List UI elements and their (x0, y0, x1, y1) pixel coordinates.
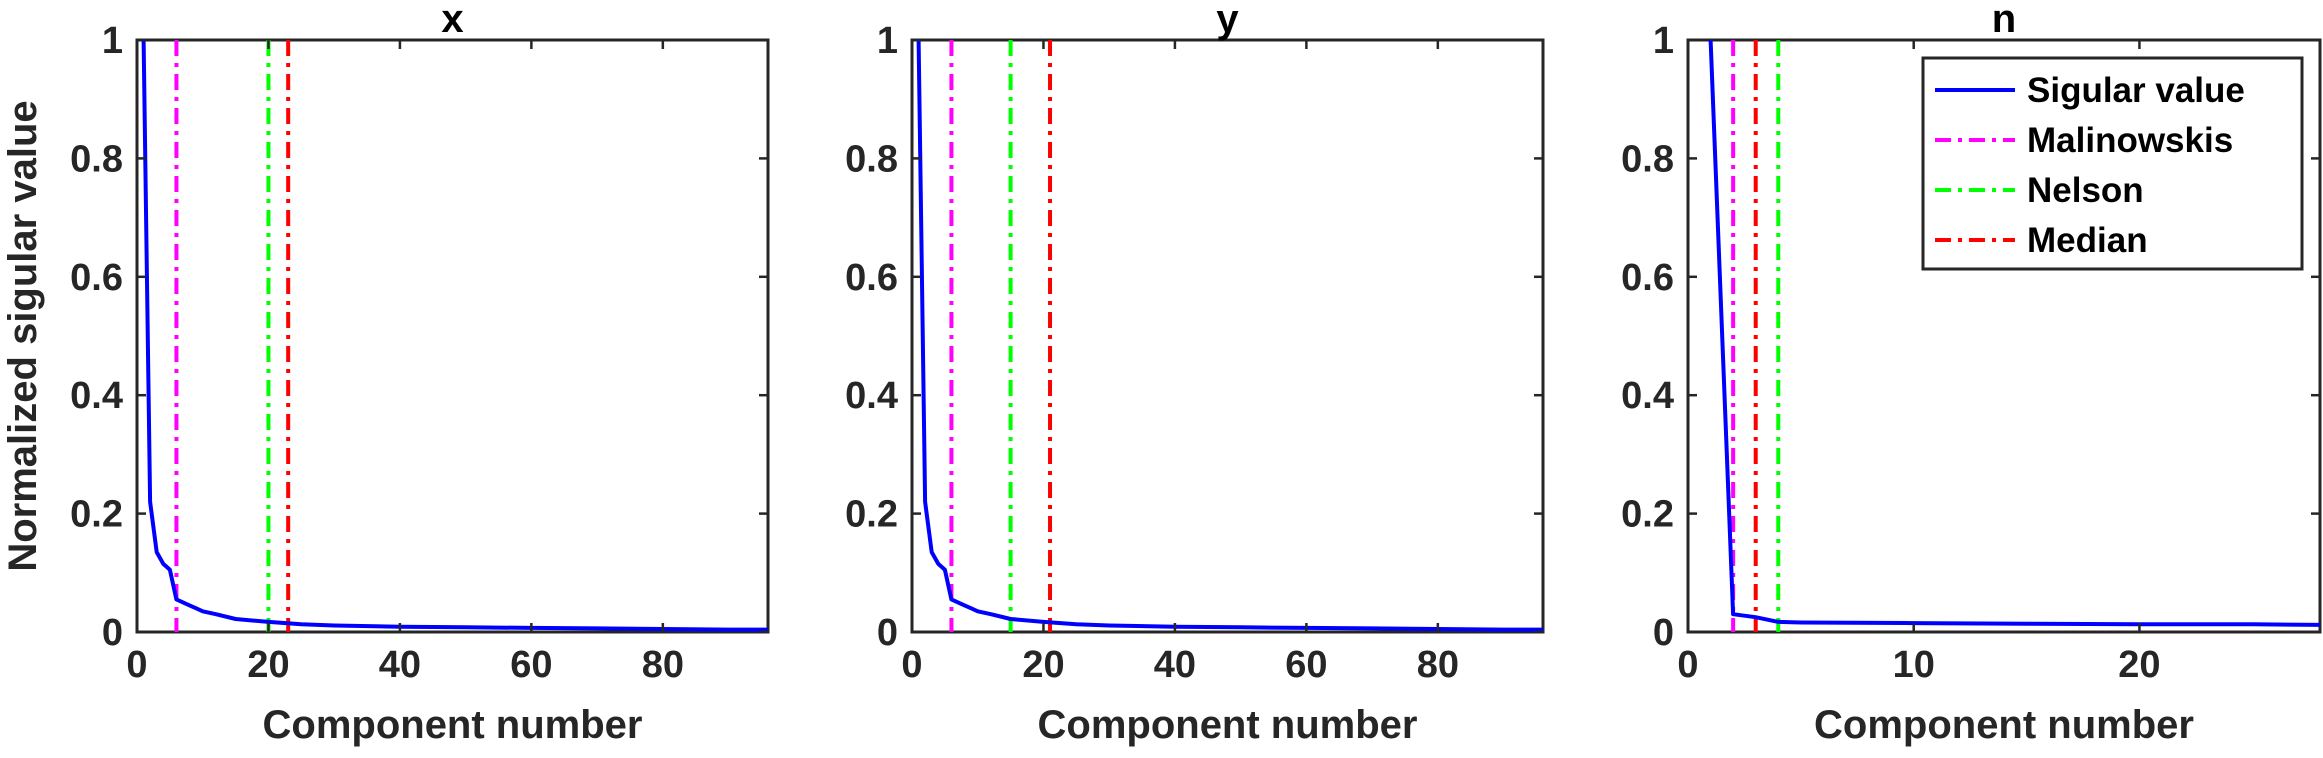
x-tick-label: 40 (1154, 644, 1196, 686)
y-tick-label: 0.8 (70, 138, 123, 180)
x-tick-label: 80 (1417, 644, 1459, 686)
plot-area (916, 40, 1543, 632)
legend-entry-label: Nelson (2027, 171, 2144, 210)
y-tick-label: 1 (1653, 20, 1674, 62)
x-axis-label: Component number (1814, 703, 2194, 747)
x-tick-label: 10 (1893, 644, 1935, 686)
x-tick-label: 60 (510, 644, 552, 686)
y-tick-label: 0.8 (1621, 138, 1674, 180)
y-tick-label: 0.4 (845, 375, 898, 417)
x-tick-label: 20 (1022, 644, 1064, 686)
x-tick-label: 20 (2118, 644, 2160, 686)
legend-entry-label: Malinowskis (2027, 121, 2233, 160)
legend-entry-label: Sigular value (2027, 71, 2245, 110)
x-tick-label: 0 (1677, 644, 1698, 686)
y-tick-label: 0.8 (845, 138, 898, 180)
panel-y: 0 0.2 0.4 0.6 0.8 1 0 20 40 60 80 y Component number (845, 0, 1545, 747)
y-tick-label: 0.2 (70, 494, 123, 536)
series-line-sigular-value (1708, 40, 2320, 627)
x-tick-label: 80 (642, 644, 684, 686)
legend-entry-label: Median (2027, 221, 2148, 260)
x-tick-label: 40 (379, 644, 421, 686)
axes-box (910, 38, 1545, 634)
y-tick-label: 1 (877, 20, 898, 62)
y-tick-label: 0.6 (70, 257, 123, 299)
x-tick-label: 0 (901, 644, 922, 686)
y-tick-label: 0.6 (1621, 257, 1674, 299)
series-line-sigular-value (916, 40, 1543, 632)
x-tick-label: 20 (247, 644, 289, 686)
y-tick-label: 0 (1653, 612, 1674, 654)
legend: Sigular value Malinowskis Nelson Median (1921, 56, 2304, 271)
chart-title: n (1992, 0, 2016, 41)
y-axis-label: Normalized sigular value (1, 100, 45, 571)
x-axis-label: Component number (1038, 703, 1418, 747)
chart-title: x (441, 0, 463, 41)
y-tick-label: 0 (877, 612, 898, 654)
series-line-sigular-value (141, 40, 768, 632)
x-axis-label: Component number (263, 703, 643, 747)
y-tick-label: 0.2 (845, 494, 898, 536)
panel-x: 0 0.2 0.4 0.6 0.8 1 0 20 40 60 80 x Component number… (1, 0, 770, 747)
axes-box (135, 38, 770, 634)
plot-area (1708, 40, 2320, 632)
y-tick-label: 0.4 (70, 375, 123, 417)
plot-area (141, 40, 768, 632)
y-tick-label: 1 (102, 20, 123, 62)
y-tick-label: 0.4 (1621, 375, 1674, 417)
y-tick-label: 0 (102, 612, 123, 654)
y-tick-label: 0.2 (1621, 494, 1674, 536)
legend-box (1921, 56, 2304, 271)
chart-title: y (1216, 0, 1239, 41)
y-tick-label: 0.6 (845, 257, 898, 299)
x-tick-label: 0 (126, 644, 147, 686)
x-tick-label: 60 (1285, 644, 1327, 686)
